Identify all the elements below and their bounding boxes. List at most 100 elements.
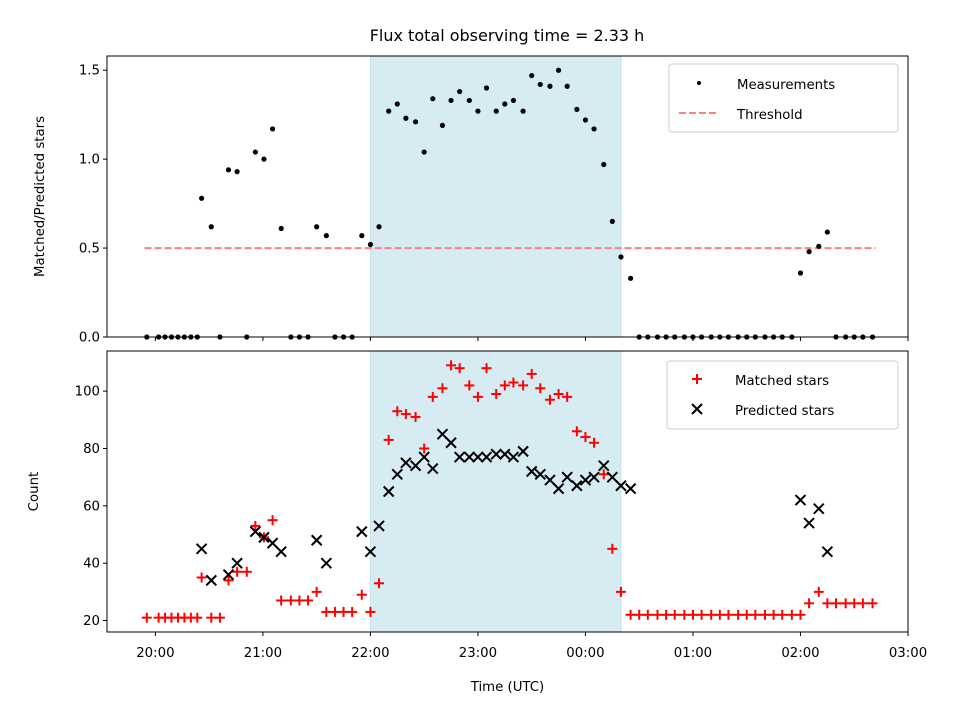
- cross-b: [571, 480, 583, 492]
- matched-star-point: [580, 432, 591, 443]
- cross-b: [499, 448, 511, 460]
- predicted-star-point: [598, 459, 610, 472]
- cross-b: [480, 451, 493, 463]
- measurement-point: [394, 101, 400, 107]
- predicted-star-point: [606, 471, 619, 483]
- cross-b: [266, 537, 279, 549]
- legend-measurements-label: Measurements: [737, 78, 835, 93]
- predicted-star-point: [624, 482, 637, 495]
- predicted-star-point: [275, 546, 287, 558]
- matched-star-point: [615, 586, 626, 597]
- matched-star-point: [303, 595, 314, 606]
- matched-star-point: [840, 598, 851, 609]
- measurement-point: [628, 275, 634, 281]
- measurement-point: [475, 108, 481, 114]
- matched-star-point: [733, 609, 744, 620]
- measurement-point: [582, 117, 589, 123]
- matched-star-point: [652, 609, 663, 620]
- measurement-point: [806, 249, 812, 255]
- predicted-star-point: [195, 543, 208, 555]
- matched-star-point: [669, 609, 680, 620]
- matched-star-point: [446, 360, 457, 371]
- cross-b: [463, 451, 476, 463]
- matched-star-point: [374, 578, 385, 589]
- matched-star-point: [437, 383, 448, 394]
- legend-measurements-marker: [697, 81, 701, 85]
- measurement-point: [278, 225, 284, 232]
- top-y-axis-label: Matched/Predicted stars: [33, 116, 48, 277]
- cross-b: [821, 546, 834, 558]
- cross-b: [544, 474, 556, 486]
- cross-b: [624, 482, 637, 495]
- predicted-star-point: [409, 459, 422, 472]
- cross-b: [195, 543, 208, 555]
- matched-star-point: [795, 609, 806, 620]
- measurement-point: [618, 254, 624, 260]
- matched-star-point: [267, 515, 278, 526]
- cross-b: [222, 568, 235, 581]
- cross-b: [517, 445, 529, 458]
- matched-star-point: [223, 575, 234, 586]
- matched-star-point: [232, 566, 243, 577]
- legend-matched-label: Matched stars: [735, 374, 829, 389]
- cross-b: [258, 531, 270, 544]
- matched-star-point: [526, 368, 537, 379]
- cross-b: [382, 485, 395, 498]
- matched-star-point: [481, 363, 492, 374]
- matched-star-point: [518, 380, 529, 391]
- cross-b: [231, 557, 243, 569]
- cross-b: [606, 471, 619, 483]
- matched-star-point: [768, 609, 779, 620]
- matched-star-point: [679, 609, 690, 620]
- matched-star-point: [562, 391, 573, 402]
- cross-b: [356, 525, 368, 538]
- cross-b: [364, 546, 377, 558]
- matched-star-point: [706, 609, 717, 620]
- chart-title: Flux total observing time = 2.33 h: [370, 26, 645, 45]
- measurement-point: [510, 97, 517, 104]
- x-tick-label: 00:00: [566, 646, 604, 661]
- predicted-star-point: [436, 428, 449, 440]
- bottom-legend-box: [666, 360, 899, 430]
- matched-star-point: [491, 389, 502, 400]
- measurement-point: [403, 115, 409, 121]
- predicted-star-point: [249, 525, 262, 538]
- measurement-point: [225, 167, 232, 173]
- predicted-star-point: [400, 457, 412, 469]
- cross-b: [588, 471, 600, 483]
- matched-star-point: [535, 383, 546, 394]
- predicted-star-point: [418, 451, 430, 463]
- bottom-y-ticks: 20 40 60 80 100: [75, 385, 107, 629]
- top-axes-frame: [106, 55, 909, 338]
- matched-star-point: [206, 612, 217, 623]
- measurement-point: [367, 241, 374, 248]
- matched-star-point: [347, 606, 358, 617]
- top-observing-span: [369, 55, 622, 338]
- x-tick-label: 01:00: [674, 646, 712, 661]
- measurement-point: [386, 108, 392, 114]
- measurement-point: [430, 96, 436, 102]
- top-legend-box: [668, 63, 899, 133]
- matched-star-point: [365, 606, 376, 617]
- matched-star-point: [750, 609, 761, 620]
- x-tick-label: 22:00: [351, 646, 389, 661]
- matched-star-point: [250, 520, 261, 531]
- y-tick-label: 60: [83, 499, 100, 514]
- matched-star-point: [741, 609, 752, 620]
- predicted-star-point: [222, 568, 235, 581]
- matched-star-point: [392, 406, 403, 417]
- legend-matched-marker: [692, 374, 702, 384]
- matched-star-point: [867, 598, 878, 609]
- bottom-x-ticks: 20:00 21:00 22:00 23:00 00:00 01:00 02:00 03:00: [136, 632, 927, 661]
- bottom-panel: 20 40 60 80 100 20:00 21:00 22:00 23:00 00:00 01:…: [27, 350, 927, 695]
- predicted-star-point: [544, 474, 556, 486]
- predicted-star-point: [205, 574, 217, 587]
- matched-star-point: [427, 391, 438, 402]
- measurement-point: [520, 108, 526, 114]
- measurement-point: [234, 169, 240, 175]
- matched-star-point: [241, 566, 252, 577]
- measurement-point: [591, 126, 597, 132]
- matched-star-point: [760, 609, 771, 620]
- measurement-point: [537, 81, 543, 88]
- predicted-star-point: [517, 445, 529, 458]
